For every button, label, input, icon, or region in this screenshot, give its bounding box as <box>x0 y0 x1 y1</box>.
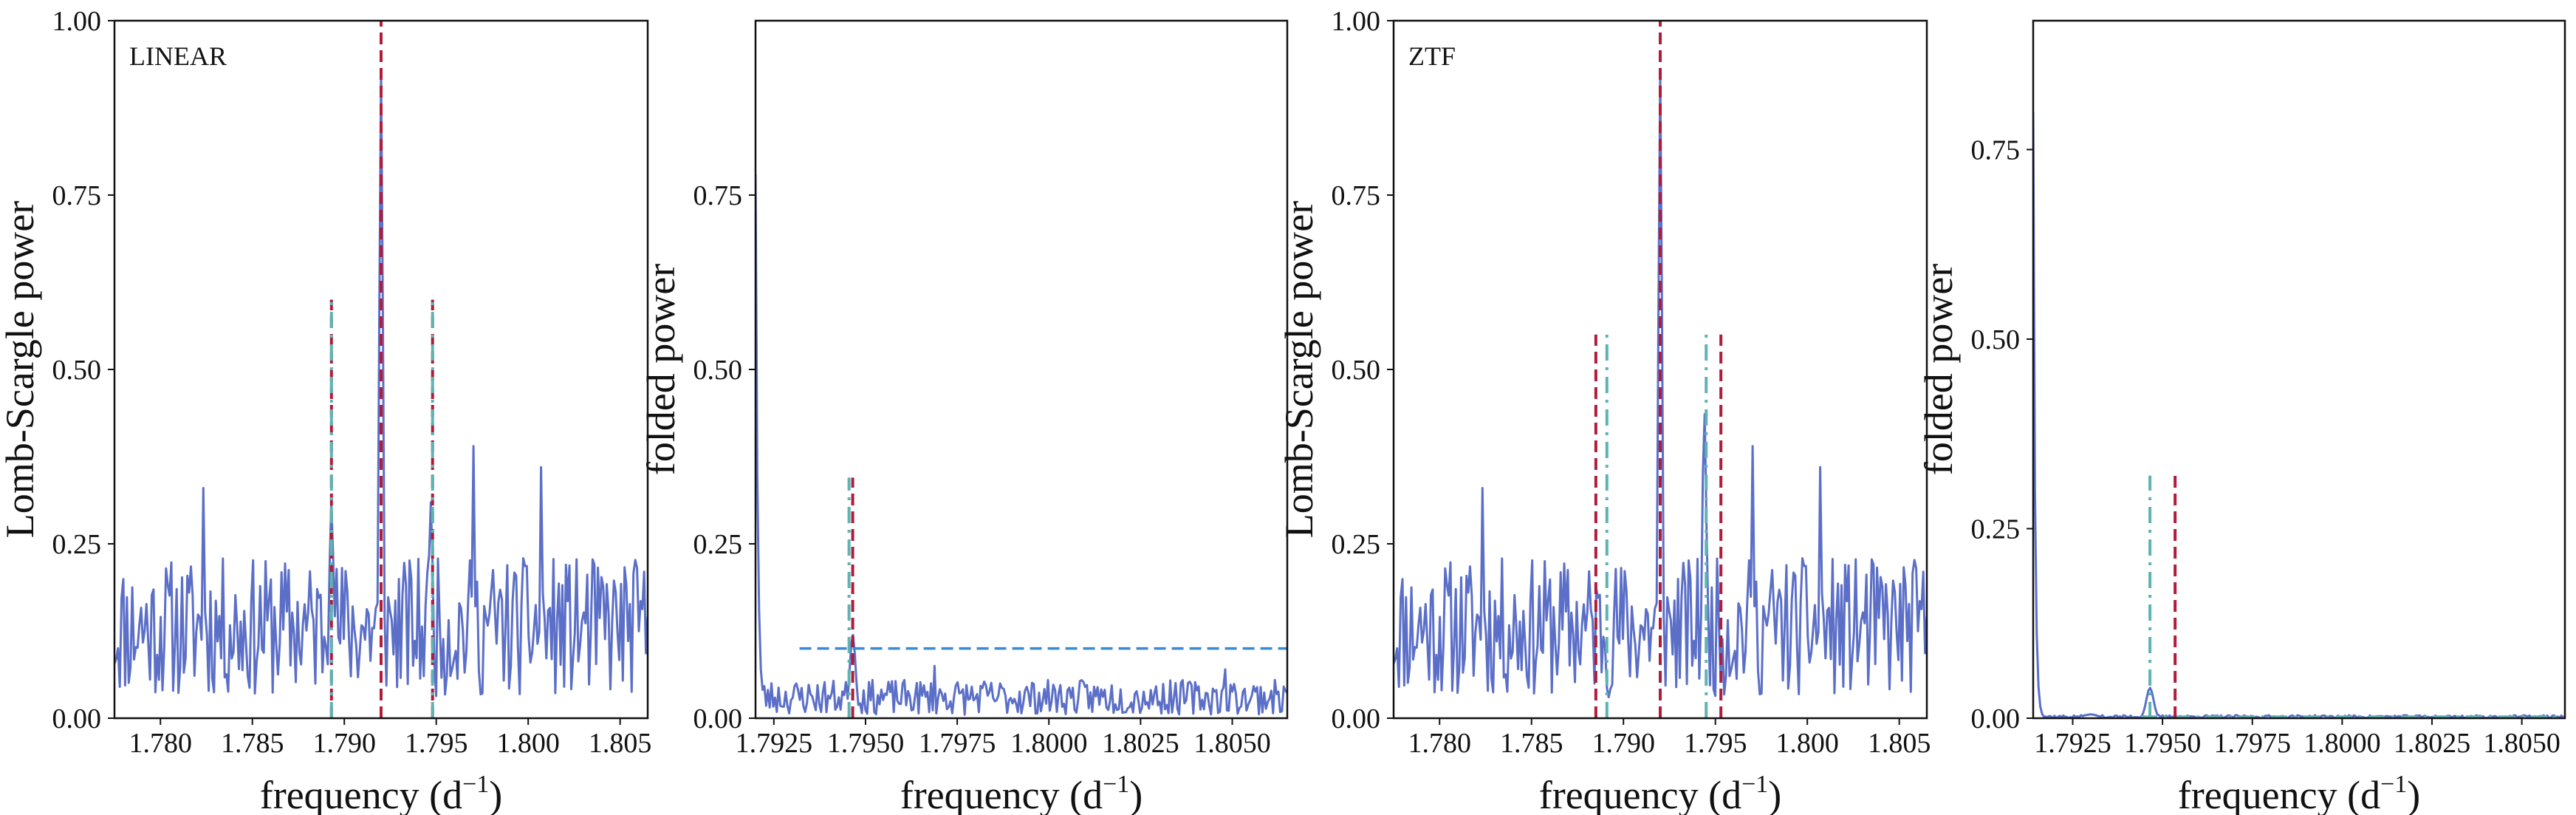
x-tick-label: 1.800 <box>496 728 560 759</box>
y-tick-label: 0.00 <box>1971 703 2021 734</box>
panel-tag: ZTF <box>1408 41 1456 71</box>
panel-2: 1.7925 1.7950 1.7975 1.8000 1.8025 1.8050 0.00… <box>639 19 1289 815</box>
y-tick-label: 0.75 <box>52 180 102 211</box>
x-tick-label: 1.8025 <box>1102 728 1179 759</box>
axes-frame <box>2032 19 2566 720</box>
x-tick-label: 1.785 <box>1500 728 1563 759</box>
x-tick-label: 1.805 <box>589 728 652 759</box>
panel-3: 1.780 1.785 1.790 1.795 1.800 1.805 0.00 0.25 0.… <box>1277 6 1931 815</box>
x-tick-label: 1.795 <box>405 728 468 759</box>
x-tick-label: 1.780 <box>129 728 192 759</box>
x-tick-label: 1.780 <box>1408 728 1471 759</box>
y-tick-label: 0.00 <box>693 703 743 734</box>
plot-area <box>114 21 648 718</box>
y-tick-label: 0.25 <box>1971 514 2021 545</box>
y-tick-label: 0.25 <box>693 529 743 560</box>
x-tick-label: 1.795 <box>1684 728 1747 759</box>
y-tick-label: 0.50 <box>693 355 743 386</box>
y-tick-label: 0.50 <box>1332 355 1381 386</box>
x-tick-label: 1.785 <box>221 728 284 759</box>
x-tick-label: 1.8025 <box>2394 728 2471 759</box>
y-tick-label: 0.50 <box>52 355 102 386</box>
y-tick-label: 0.50 <box>1971 324 2021 355</box>
x-tick-label: 1.7925 <box>736 728 813 759</box>
y-tick-label: 0.00 <box>1332 703 1381 734</box>
panel-4: 1.7925 1.7950 1.7975 1.8000 1.8025 1.8050 0.00… <box>1916 19 2566 815</box>
x-tick-label: 1.8000 <box>1010 728 1088 759</box>
x-tick-label: 1.800 <box>1775 728 1839 759</box>
plot-area <box>1394 21 1927 718</box>
y-axis-label: Lomb-Scargle power <box>0 201 42 538</box>
y-axis-label: folded power <box>639 264 683 475</box>
x-tick-label: 1.7950 <box>827 728 905 759</box>
series-line-1 <box>2033 112 2565 718</box>
x-axis-label: frequency (d−1) <box>1539 771 1782 815</box>
x-tick-label: 1.790 <box>1592 728 1655 759</box>
x-tick-label: 1.790 <box>312 728 376 759</box>
x-tick-label: 1.8050 <box>1193 728 1271 759</box>
plot-area <box>2033 112 2565 718</box>
axes-frame <box>754 19 1289 720</box>
y-axis-label: folded power <box>1916 264 1961 475</box>
y-tick-label: 0.00 <box>52 703 102 734</box>
panel-tag: LINEAR <box>129 41 227 71</box>
y-tick-label: 1.00 <box>52 6 102 37</box>
x-tick-label: 1.7975 <box>2214 728 2292 759</box>
y-tick-label: 0.25 <box>52 529 102 560</box>
series-line-1 <box>756 174 1287 716</box>
y-tick-label: 0.25 <box>1332 529 1381 560</box>
x-tick-label: 1.8000 <box>2303 728 2381 759</box>
x-tick-label: 1.805 <box>1868 728 1931 759</box>
x-tick-label: 1.8050 <box>2483 728 2560 759</box>
x-tick-label: 1.7950 <box>2124 728 2202 759</box>
y-tick-label: 0.75 <box>1971 134 2021 166</box>
x-tick-label: 1.7925 <box>2034 728 2111 759</box>
x-axis-label: frequency (d−1) <box>260 771 503 815</box>
x-axis-label: frequency (d−1) <box>900 771 1143 815</box>
x-axis-label: frequency (d−1) <box>2178 771 2421 815</box>
panel-1: 1.780 1.785 1.790 1.795 1.800 1.805 0.00 0.25 0.… <box>0 6 651 815</box>
y-axis-label: Lomb-Scargle power <box>1277 201 1321 538</box>
plot-area <box>756 174 1287 718</box>
y-tick-label: 0.75 <box>1332 180 1381 211</box>
x-tick-label: 1.7975 <box>919 728 996 759</box>
y-tick-label: 0.75 <box>693 180 743 211</box>
y-tick-label: 1.00 <box>1332 6 1381 37</box>
